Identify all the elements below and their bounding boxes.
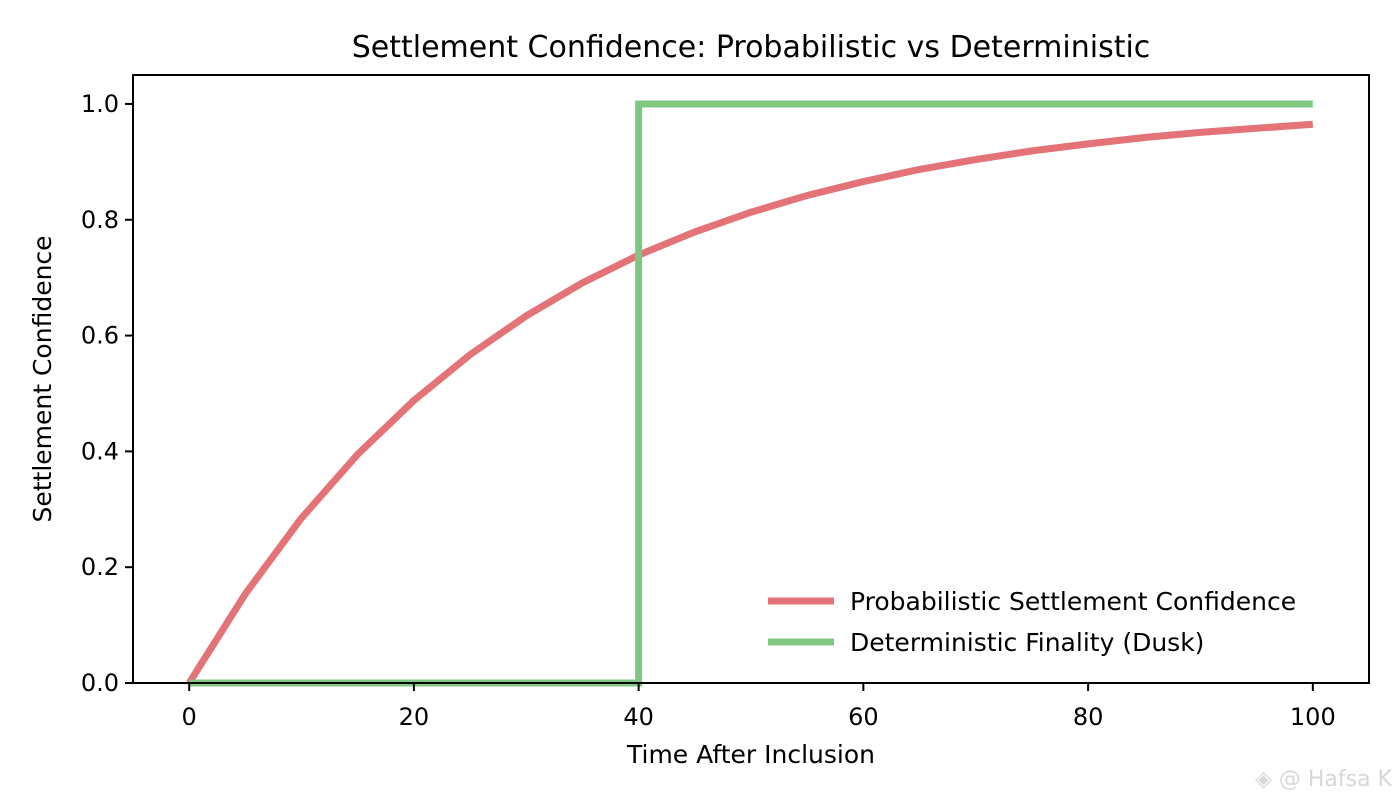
x-tick-label: 60 — [848, 703, 879, 731]
y-tick-label: 0.4 — [81, 437, 119, 465]
legend: Probabilistic Settlement Confidence Deter… — [768, 587, 1296, 657]
chart-title: Settlement Confidence: Probabilistic vs … — [352, 30, 1151, 65]
watermark: ◈ @ Hafsa K — [1254, 767, 1392, 792]
legend-label-2: Deterministic Finality (Dusk) — [850, 628, 1204, 657]
x-tick-label: 40 — [623, 703, 654, 731]
y-tick-label: 0.2 — [81, 553, 119, 581]
x-tick-label: 0 — [182, 703, 197, 731]
legend-label-1: Probabilistic Settlement Confidence — [850, 587, 1296, 616]
y-axis-label: Settlement Confidence — [28, 235, 57, 522]
x-tick-label: 100 — [1290, 703, 1336, 731]
plot-frame — [132, 74, 1370, 684]
series-line-1 — [186, 120, 1314, 685]
x-tick-label: 80 — [1073, 703, 1104, 731]
x-axis-label: Time After Inclusion — [626, 740, 875, 769]
y-axis-ticks: 0.0 0.2 0.4 0.6 0.8 1.0 — [81, 90, 133, 697]
x-tick-label: 20 — [399, 703, 430, 731]
y-tick-label: 0.0 — [81, 669, 119, 697]
y-tick-label: 0.8 — [81, 206, 119, 234]
y-tick-label: 0.6 — [81, 322, 119, 350]
x-axis-ticks: 0 20 40 60 80 100 — [182, 683, 1336, 731]
y-tick-label: 1.0 — [81, 90, 119, 118]
